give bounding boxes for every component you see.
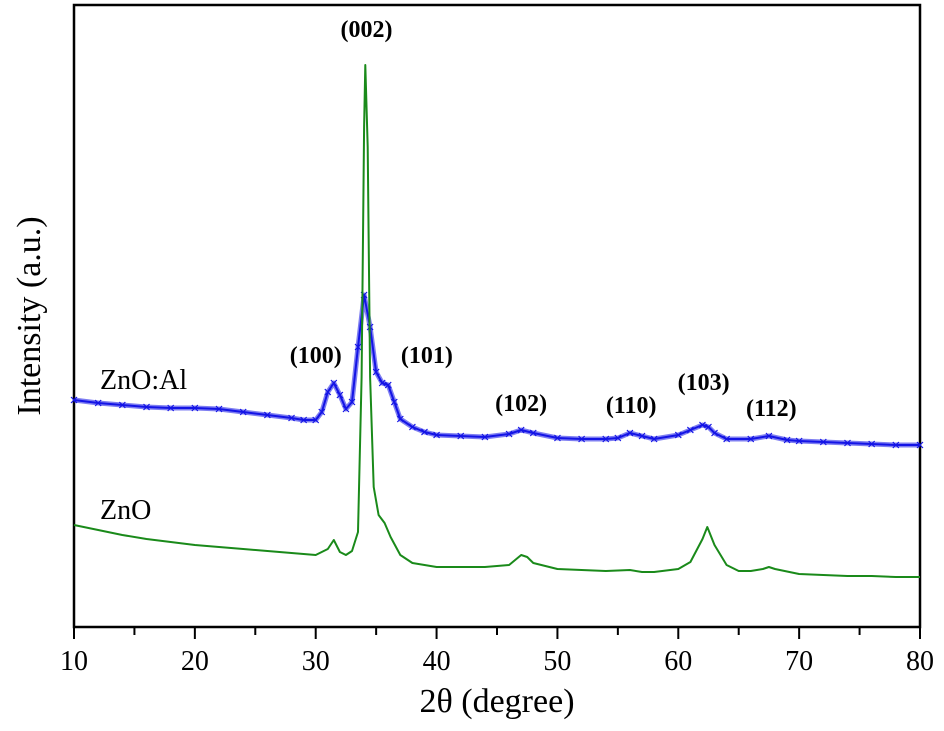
data-point-marker — [747, 435, 755, 443]
plot-frame — [72, 3, 922, 629]
data-point-marker — [578, 435, 586, 443]
data-point-marker — [892, 441, 900, 449]
data-point-marker — [143, 403, 150, 411]
x-tick-label: 70 — [785, 646, 813, 677]
data-point-marker — [481, 433, 489, 441]
data-point-marker — [421, 428, 428, 436]
series-layer — [70, 64, 924, 578]
peak-label: (103) — [678, 370, 730, 396]
peak-label: (110) — [606, 393, 657, 419]
x-tick-label: 50 — [543, 646, 571, 677]
data-point-marker — [312, 416, 320, 424]
data-point-marker — [457, 432, 465, 440]
data-point-marker — [819, 438, 827, 446]
x-tick-label: 60 — [664, 646, 692, 677]
series-label-zno: ZnO — [100, 495, 151, 526]
data-point-marker — [529, 429, 537, 437]
data-point-marker — [686, 426, 694, 434]
data-point-marker — [215, 405, 223, 413]
data-point-marker — [614, 434, 622, 442]
data-point-marker — [626, 429, 634, 437]
data-point-marker — [396, 415, 404, 423]
x-tick-label: 10 — [60, 646, 88, 677]
data-point-marker — [868, 440, 876, 448]
peak-label: (101) — [401, 343, 453, 369]
data-point-marker — [167, 404, 175, 412]
data-point-marker — [650, 435, 658, 443]
data-point-marker — [348, 398, 356, 406]
data-point-marker — [916, 441, 924, 449]
data-point-marker — [674, 431, 682, 439]
data-point-marker — [699, 421, 706, 429]
x-axis-ticks — [73, 627, 921, 639]
data-point-marker — [433, 431, 440, 439]
series-line-halo-0 — [73, 292, 920, 448]
data-point-marker — [318, 408, 326, 416]
data-point-marker — [723, 435, 731, 443]
peak-label: (002) — [340, 17, 392, 43]
data-point-marker — [705, 423, 712, 431]
data-point-marker — [263, 411, 271, 419]
data-point-marker — [711, 429, 718, 437]
data-point-marker — [390, 398, 398, 406]
data-point-marker — [844, 439, 851, 447]
data-point-marker — [554, 434, 561, 442]
data-point-marker — [330, 379, 338, 387]
data-point-marker — [354, 343, 362, 351]
data-point-marker — [517, 426, 525, 434]
series-line-znoal — [73, 294, 920, 446]
data-point-marker — [94, 399, 102, 407]
x-tick-label: 80 — [906, 646, 934, 677]
data-point-marker — [783, 436, 791, 444]
x-tick-label: 20 — [181, 646, 209, 677]
series-line-zno — [73, 64, 920, 578]
peak-label: (102) — [495, 391, 547, 417]
data-point-marker — [191, 404, 199, 412]
data-point-marker — [288, 414, 295, 422]
x-tick-label: 40 — [423, 646, 451, 677]
data-point-marker — [638, 432, 646, 440]
data-point-marker — [602, 435, 610, 443]
data-point-marker — [118, 401, 126, 409]
peak-annotations: (002) (100) (101) (102) (110) (103) (112) — [290, 17, 797, 422]
peak-label: (100) — [290, 343, 342, 369]
data-point-marker — [70, 396, 78, 404]
x-tick-label: 30 — [302, 646, 330, 677]
x-axis-title: 2θ (degree) — [419, 683, 574, 720]
data-point-marker — [408, 423, 416, 431]
data-point-marker — [342, 405, 350, 413]
data-point-marker — [795, 437, 803, 445]
data-point-marker — [239, 408, 247, 416]
data-point-marker — [765, 432, 773, 440]
data-point-marker — [336, 391, 344, 399]
series-label-znoal: ZnO:Al — [100, 365, 187, 396]
data-point-marker — [378, 379, 386, 387]
x-axis-tick-labels: 10 20 30 40 50 60 70 80 — [60, 646, 934, 677]
data-point-marker — [384, 381, 392, 389]
peak-label: (112) — [746, 396, 797, 422]
data-point-marker — [300, 416, 308, 424]
data-point-marker — [505, 430, 513, 438]
data-point-marker — [324, 388, 332, 396]
y-axis-title: Intensity (a.u.) — [11, 216, 48, 415]
data-point-marker — [372, 368, 380, 376]
